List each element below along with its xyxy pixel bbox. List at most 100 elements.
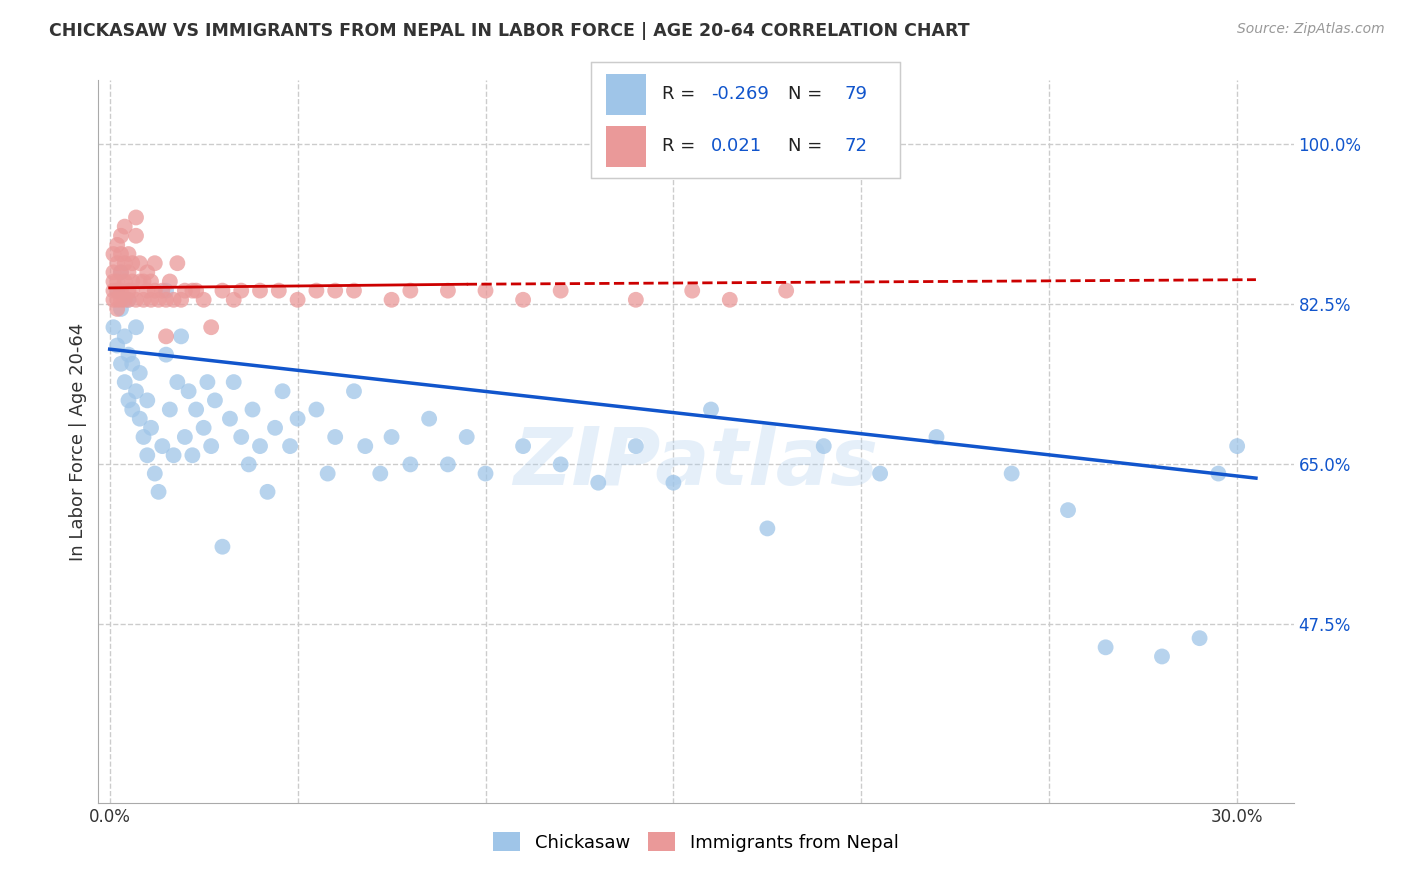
Text: 0.021: 0.021 <box>711 137 762 155</box>
Point <box>550 458 572 472</box>
Point <box>222 375 245 389</box>
Point <box>231 284 253 298</box>
Point <box>437 458 460 472</box>
Point <box>117 293 139 307</box>
Point <box>512 293 534 307</box>
Text: -0.269: -0.269 <box>711 85 769 103</box>
Point <box>148 293 170 307</box>
Point <box>249 439 271 453</box>
Point <box>128 366 150 380</box>
Point <box>1094 640 1116 655</box>
Point <box>103 265 125 279</box>
Point <box>1208 467 1230 481</box>
Point <box>159 275 181 289</box>
Point <box>136 265 159 279</box>
Point <box>139 293 162 307</box>
Point <box>267 284 290 298</box>
Point <box>110 301 132 316</box>
Text: ZIPatlas: ZIPatlas <box>513 425 879 502</box>
Point <box>114 293 136 307</box>
Point <box>132 430 155 444</box>
Point <box>136 448 159 462</box>
Point <box>150 439 173 453</box>
Point <box>110 228 132 243</box>
Point <box>1057 503 1080 517</box>
Text: Source: ZipAtlas.com: Source: ZipAtlas.com <box>1237 22 1385 37</box>
Y-axis label: In Labor Force | Age 20-64: In Labor Force | Age 20-64 <box>69 322 87 561</box>
Point <box>114 375 136 389</box>
Point <box>550 284 572 298</box>
Point <box>474 467 496 481</box>
Text: 72: 72 <box>844 137 868 155</box>
Point <box>756 521 779 535</box>
Point <box>681 284 703 298</box>
Point <box>166 256 188 270</box>
Point <box>512 439 534 453</box>
Point <box>323 430 346 444</box>
Point <box>139 421 162 435</box>
Point <box>110 284 132 298</box>
Bar <box>606 126 647 167</box>
Point <box>128 275 150 289</box>
Point <box>103 293 125 307</box>
Point <box>718 293 741 307</box>
Point <box>219 411 242 425</box>
Point <box>150 284 173 298</box>
Point <box>159 402 181 417</box>
Point <box>211 284 233 298</box>
Point <box>121 402 143 417</box>
Point <box>121 256 143 270</box>
Point <box>1001 467 1024 481</box>
Text: CHICKASAW VS IMMIGRANTS FROM NEPAL IN LABOR FORCE | AGE 20-64 CORRELATION CHART: CHICKASAW VS IMMIGRANTS FROM NEPAL IN LA… <box>49 22 970 40</box>
Point <box>264 421 287 435</box>
Point <box>105 284 128 298</box>
Point <box>125 320 148 334</box>
Point <box>173 430 195 444</box>
Point <box>343 384 366 399</box>
Point <box>925 430 948 444</box>
Point <box>143 256 166 270</box>
Point <box>343 284 366 298</box>
Point <box>474 284 496 298</box>
Point <box>155 284 177 298</box>
Point <box>162 448 184 462</box>
Point <box>105 301 128 316</box>
Point <box>110 357 132 371</box>
Point <box>136 284 159 298</box>
Point <box>775 284 797 298</box>
Legend: Chickasaw, Immigrants from Nepal: Chickasaw, Immigrants from Nepal <box>486 825 905 859</box>
Point <box>271 384 294 399</box>
Point <box>103 275 125 289</box>
Point <box>200 439 222 453</box>
Point <box>193 421 215 435</box>
Point <box>103 284 125 298</box>
Point <box>231 430 253 444</box>
Point <box>125 293 148 307</box>
Text: R =: R = <box>662 85 700 103</box>
Point <box>181 448 204 462</box>
Point <box>105 256 128 270</box>
Point <box>105 293 128 307</box>
Point <box>155 293 177 307</box>
Point <box>121 357 143 371</box>
Point <box>287 293 309 307</box>
Point <box>114 256 136 270</box>
Point <box>117 348 139 362</box>
Point <box>110 265 132 279</box>
Point <box>121 284 143 298</box>
Point <box>143 284 166 298</box>
Point <box>305 402 328 417</box>
Point <box>242 402 264 417</box>
Point <box>813 439 835 453</box>
Point <box>114 219 136 234</box>
Point <box>117 393 139 408</box>
Point <box>399 284 422 298</box>
Point <box>323 284 346 298</box>
Point <box>139 275 162 289</box>
Point <box>155 348 177 362</box>
Point <box>117 247 139 261</box>
Point <box>588 475 610 490</box>
Point <box>184 402 207 417</box>
Point <box>166 375 188 389</box>
Point <box>1226 439 1249 453</box>
